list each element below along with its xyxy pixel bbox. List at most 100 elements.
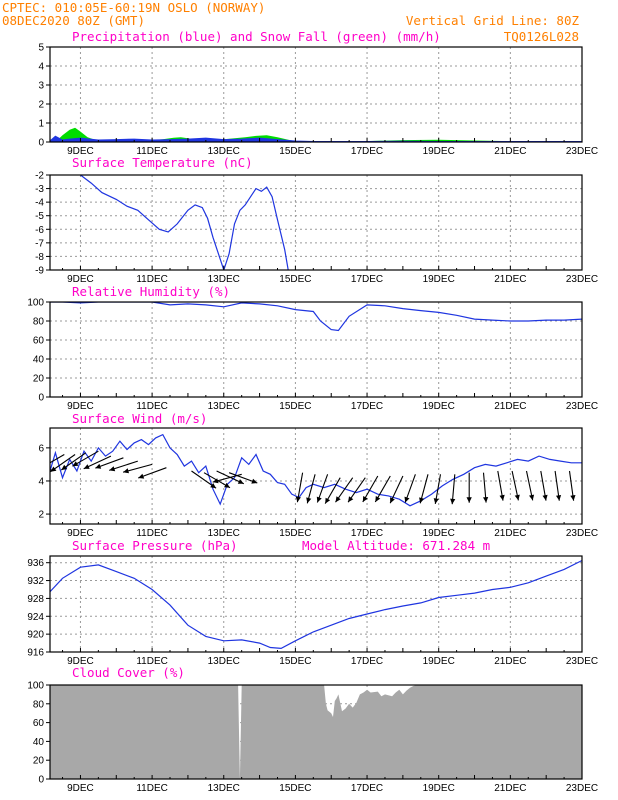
wind-arrow-head (514, 494, 520, 501)
humidity-frame (49, 301, 583, 398)
pressure-panel-title: Surface Pressure (hPa) (72, 538, 238, 553)
wind-arrow-head (50, 466, 57, 472)
temperature-date-label: 15DEC (279, 274, 311, 285)
wind-arrow-head (138, 473, 145, 479)
wind-arrow-head (38, 465, 44, 470)
pressure-date-label: 23DEC (566, 656, 598, 667)
snowfall-area (55, 127, 582, 142)
cloud-cover-data-layer (50, 685, 582, 779)
pressure-data-layer (50, 559, 582, 650)
cloud-cover-date-label: 19DEC (423, 783, 455, 794)
humidity-date-label: 13DEC (208, 401, 240, 412)
wind-arrow-head (251, 478, 258, 484)
wind-date-label: 17DEC (351, 528, 383, 539)
humidity-y-tick-label: 60 (33, 336, 45, 347)
wind-date-label: 11DEC (136, 528, 168, 539)
panel-humidity: Relative Humidity (%) 0 20 40 60 80 100 9DEC 11… (27, 284, 598, 412)
cloud-cover-date-label: 17DEC (351, 783, 383, 794)
humidity-date-label: 15DEC (279, 401, 311, 412)
cloud-cover-y-tick-label: 100 (27, 681, 44, 692)
pressure-series-line (50, 559, 582, 650)
precipitation-panel-title: Precipitation (blue) and Snow Fall (gree… (72, 29, 441, 44)
humidity-y-tick-label: 20 (33, 374, 45, 385)
wind-arrow-head (61, 464, 68, 470)
precipitation-date-label: 13DEC (208, 146, 240, 157)
wind-y-tick-label: 4 (38, 476, 44, 487)
temperature-date-label: 9DEC (67, 274, 94, 285)
header-grid-note: Vertical Grid Line: 80Z (406, 13, 580, 28)
pressure-date-label: 19DEC (423, 656, 455, 667)
pressure-date-label: 13DEC (208, 656, 240, 667)
wind-arrow-head (419, 497, 425, 504)
precipitation-date-label: 11DEC (136, 146, 168, 157)
wind-date-label: 19DEC (423, 528, 455, 539)
wind-arrow-head (390, 497, 395, 504)
wind-panel-title: Surface Wind (m/s) (72, 411, 207, 426)
temperature-date-label: 11DEC (136, 274, 168, 285)
pressure-date-label: 17DEC (351, 656, 383, 667)
temperature-panel-title: Surface Temperature (nC) (72, 155, 253, 170)
temperature-y-tick-label: -4 (35, 198, 44, 209)
wind-arrow-head (212, 478, 219, 484)
temperature-series-line (80, 175, 289, 270)
cloud-cover-area (50, 685, 582, 779)
precipitation-date-label: 23DEC (566, 146, 598, 157)
pressure-frame (49, 555, 583, 653)
humidity-y-tick-label: 80 (33, 317, 45, 328)
wind-frame (49, 427, 583, 525)
humidity-date-label: 9DEC (67, 401, 94, 412)
pressure-date-label: 15DEC (279, 656, 311, 667)
temperature-y-tick-label: -3 (35, 184, 44, 195)
panel-wind: Surface Wind (m/s) 2 4 6 9DEC 11DEC 13DEC 15DE… (25, 411, 598, 539)
wind-arrow-head (483, 497, 489, 503)
wind-arrow-head (25, 473, 31, 478)
wind-date-label: 23DEC (566, 528, 598, 539)
header-model-code: TQ0126L028 (504, 29, 579, 44)
temperature-date-label: 17DEC (351, 274, 383, 285)
pressure-y-tick-label: 932 (27, 576, 44, 587)
cloud-cover-date-label: 13DEC (208, 783, 240, 794)
pressure-y-tick-label: 924 (27, 612, 44, 623)
cloud-cover-date-label: 9DEC (67, 783, 94, 794)
humidity-y-tick-label: 40 (33, 355, 45, 366)
wind-arrow-head (529, 494, 535, 501)
precipitation-y-tick-label: 3 (38, 81, 44, 92)
wind-series-line (50, 433, 582, 507)
panel-cloud-cover: Cloud Cover (%) 0 20 40 60 80 100 9DEC 11DEC 13D… (27, 665, 598, 794)
precipitation-date-label: 15DEC (279, 146, 311, 157)
pressure-y-tick-label: 928 (27, 594, 44, 605)
wind-arrow-head (335, 496, 341, 503)
pressure-y-tick-label: 916 (27, 648, 44, 659)
model-altitude-annotation: Model Altitude: 671.284 m (302, 538, 490, 553)
header-run-time: 08DEC2020 80Z (GMT) (2, 13, 145, 28)
temperature-date-label: 21DEC (494, 274, 526, 285)
precipitation-date-label: 19DEC (423, 146, 455, 157)
wind-arrow-head (570, 495, 576, 501)
temperature-y-tick-label: -2 (35, 171, 44, 182)
humidity-date-label: 19DEC (423, 401, 455, 412)
precipitation-area (50, 135, 582, 142)
wind-y-tick-label: 2 (38, 510, 44, 521)
cloud-cover-y-tick-label: 0 (38, 775, 44, 786)
wind-arrow-head (295, 496, 301, 503)
pressure-date-label: 11DEC (136, 656, 168, 667)
wind-arrow-head (316, 496, 322, 503)
wind-arrow-head (123, 468, 129, 474)
panel-temperature: Surface Temperature (nC) -9 -8 -7 -6 -5 -4 -3 -… (35, 155, 598, 285)
wind-arrow-head (404, 496, 410, 503)
wind-arrow-head (499, 494, 505, 501)
cloud-cover-y-tick-label: 60 (33, 718, 45, 729)
precipitation-y-tick-label: 0 (38, 138, 44, 149)
temperature-y-tick-label: -6 (35, 225, 44, 236)
precipitation-date-label: 9DEC (67, 146, 94, 157)
precipitation-date-label: 21DEC (494, 146, 526, 157)
wind-arrow-head (210, 483, 217, 489)
wind-arrow-head (348, 496, 354, 503)
cloud-cover-date-label: 23DEC (566, 783, 598, 794)
temperature-y-tick-label: -9 (35, 266, 44, 277)
pressure-y-tick-label: 920 (27, 630, 44, 641)
humidity-date-label: 17DEC (351, 401, 383, 412)
cloud-cover-y-tick-label: 80 (33, 699, 45, 710)
humidity-date-label: 23DEC (566, 401, 598, 412)
